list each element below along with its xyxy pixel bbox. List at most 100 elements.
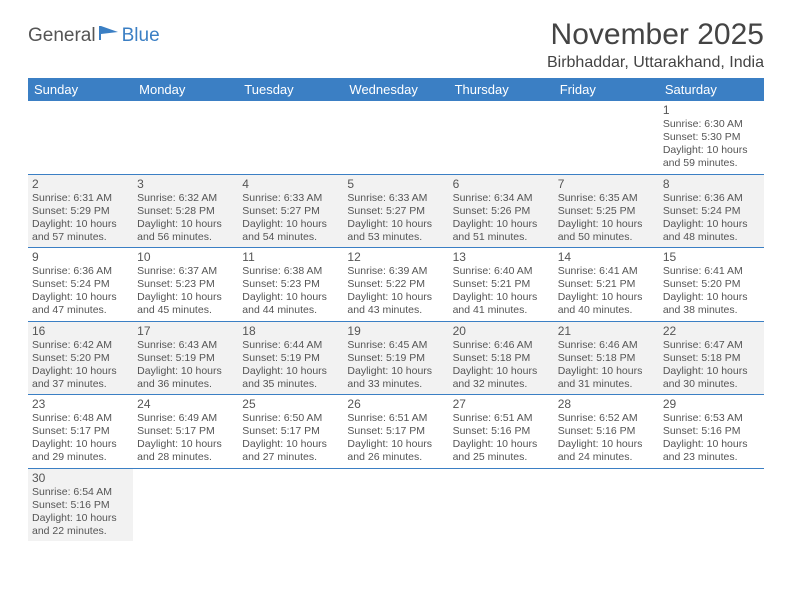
day-info: Sunrise: 6:52 AMSunset: 5:16 PMDaylight:… bbox=[558, 412, 655, 465]
day-number: 20 bbox=[453, 324, 550, 338]
day-number: 21 bbox=[558, 324, 655, 338]
calendar-week: 23Sunrise: 6:48 AMSunset: 5:17 PMDayligh… bbox=[28, 395, 764, 469]
calendar-cell: 8Sunrise: 6:36 AMSunset: 5:24 PMDaylight… bbox=[659, 174, 764, 248]
calendar-cell: 15Sunrise: 6:41 AMSunset: 5:20 PMDayligh… bbox=[659, 248, 764, 322]
weekday-header: Friday bbox=[554, 78, 659, 101]
day-number: 24 bbox=[137, 397, 234, 411]
calendar-cell: 10Sunrise: 6:37 AMSunset: 5:23 PMDayligh… bbox=[133, 248, 238, 322]
calendar-cell: 6Sunrise: 6:34 AMSunset: 5:26 PMDaylight… bbox=[449, 174, 554, 248]
calendar-cell: 20Sunrise: 6:46 AMSunset: 5:18 PMDayligh… bbox=[449, 321, 554, 395]
calendar-cell: 18Sunrise: 6:44 AMSunset: 5:19 PMDayligh… bbox=[238, 321, 343, 395]
calendar-cell: 28Sunrise: 6:52 AMSunset: 5:16 PMDayligh… bbox=[554, 395, 659, 469]
day-number: 26 bbox=[347, 397, 444, 411]
day-info: Sunrise: 6:32 AMSunset: 5:28 PMDaylight:… bbox=[137, 192, 234, 245]
day-info: Sunrise: 6:41 AMSunset: 5:20 PMDaylight:… bbox=[663, 265, 760, 318]
day-number: 23 bbox=[32, 397, 129, 411]
calendar-cell: 4Sunrise: 6:33 AMSunset: 5:27 PMDaylight… bbox=[238, 174, 343, 248]
calendar-cell: 24Sunrise: 6:49 AMSunset: 5:17 PMDayligh… bbox=[133, 395, 238, 469]
month-title: November 2025 bbox=[547, 18, 764, 52]
day-number: 4 bbox=[242, 177, 339, 191]
day-number: 15 bbox=[663, 250, 760, 264]
calendar-cell: 22Sunrise: 6:47 AMSunset: 5:18 PMDayligh… bbox=[659, 321, 764, 395]
weekday-header: Tuesday bbox=[238, 78, 343, 101]
calendar-cell-empty bbox=[554, 101, 659, 174]
day-info: Sunrise: 6:51 AMSunset: 5:17 PMDaylight:… bbox=[347, 412, 444, 465]
logo-text-2: Blue bbox=[122, 25, 160, 47]
day-number: 7 bbox=[558, 177, 655, 191]
calendar-cell: 11Sunrise: 6:38 AMSunset: 5:23 PMDayligh… bbox=[238, 248, 343, 322]
calendar-cell: 16Sunrise: 6:42 AMSunset: 5:20 PMDayligh… bbox=[28, 321, 133, 395]
day-number: 3 bbox=[137, 177, 234, 191]
location: Birbhaddar, Uttarakhand, India bbox=[547, 54, 764, 72]
weekday-header: Sunday bbox=[28, 78, 133, 101]
day-info: Sunrise: 6:33 AMSunset: 5:27 PMDaylight:… bbox=[242, 192, 339, 245]
weekday-header: Monday bbox=[133, 78, 238, 101]
day-number: 19 bbox=[347, 324, 444, 338]
day-info: Sunrise: 6:34 AMSunset: 5:26 PMDaylight:… bbox=[453, 192, 550, 245]
day-number: 9 bbox=[32, 250, 129, 264]
weekday-header: Saturday bbox=[659, 78, 764, 101]
calendar-table: Sunday Monday Tuesday Wednesday Thursday… bbox=[28, 78, 764, 541]
calendar-cell-empty bbox=[343, 468, 448, 541]
calendar-cell-empty bbox=[554, 468, 659, 541]
flag-icon bbox=[98, 24, 120, 47]
calendar-week: 16Sunrise: 6:42 AMSunset: 5:20 PMDayligh… bbox=[28, 321, 764, 395]
day-info: Sunrise: 6:45 AMSunset: 5:19 PMDaylight:… bbox=[347, 339, 444, 392]
calendar-week: 30Sunrise: 6:54 AMSunset: 5:16 PMDayligh… bbox=[28, 468, 764, 541]
calendar-cell-empty bbox=[343, 101, 448, 174]
calendar-cell: 26Sunrise: 6:51 AMSunset: 5:17 PMDayligh… bbox=[343, 395, 448, 469]
calendar-cell: 19Sunrise: 6:45 AMSunset: 5:19 PMDayligh… bbox=[343, 321, 448, 395]
day-number: 27 bbox=[453, 397, 550, 411]
day-info: Sunrise: 6:46 AMSunset: 5:18 PMDaylight:… bbox=[558, 339, 655, 392]
day-info: Sunrise: 6:42 AMSunset: 5:20 PMDaylight:… bbox=[32, 339, 129, 392]
calendar-cell: 5Sunrise: 6:33 AMSunset: 5:27 PMDaylight… bbox=[343, 174, 448, 248]
calendar-week: 2Sunrise: 6:31 AMSunset: 5:29 PMDaylight… bbox=[28, 174, 764, 248]
calendar-cell-empty bbox=[449, 468, 554, 541]
calendar-cell: 7Sunrise: 6:35 AMSunset: 5:25 PMDaylight… bbox=[554, 174, 659, 248]
day-info: Sunrise: 6:30 AMSunset: 5:30 PMDaylight:… bbox=[663, 118, 760, 171]
day-info: Sunrise: 6:36 AMSunset: 5:24 PMDaylight:… bbox=[663, 192, 760, 245]
calendar-cell: 21Sunrise: 6:46 AMSunset: 5:18 PMDayligh… bbox=[554, 321, 659, 395]
day-info: Sunrise: 6:47 AMSunset: 5:18 PMDaylight:… bbox=[663, 339, 760, 392]
day-number: 5 bbox=[347, 177, 444, 191]
day-info: Sunrise: 6:46 AMSunset: 5:18 PMDaylight:… bbox=[453, 339, 550, 392]
day-number: 17 bbox=[137, 324, 234, 338]
day-info: Sunrise: 6:53 AMSunset: 5:16 PMDaylight:… bbox=[663, 412, 760, 465]
calendar-cell: 25Sunrise: 6:50 AMSunset: 5:17 PMDayligh… bbox=[238, 395, 343, 469]
calendar-cell: 17Sunrise: 6:43 AMSunset: 5:19 PMDayligh… bbox=[133, 321, 238, 395]
calendar-cell: 1Sunrise: 6:30 AMSunset: 5:30 PMDaylight… bbox=[659, 101, 764, 174]
day-number: 12 bbox=[347, 250, 444, 264]
day-info: Sunrise: 6:44 AMSunset: 5:19 PMDaylight:… bbox=[242, 339, 339, 392]
calendar-cell: 9Sunrise: 6:36 AMSunset: 5:24 PMDaylight… bbox=[28, 248, 133, 322]
day-number: 18 bbox=[242, 324, 339, 338]
calendar-cell: 27Sunrise: 6:51 AMSunset: 5:16 PMDayligh… bbox=[449, 395, 554, 469]
day-number: 6 bbox=[453, 177, 550, 191]
calendar-cell-empty bbox=[238, 101, 343, 174]
calendar-cell: 2Sunrise: 6:31 AMSunset: 5:29 PMDaylight… bbox=[28, 174, 133, 248]
day-info: Sunrise: 6:54 AMSunset: 5:16 PMDaylight:… bbox=[32, 486, 129, 539]
day-info: Sunrise: 6:40 AMSunset: 5:21 PMDaylight:… bbox=[453, 265, 550, 318]
day-info: Sunrise: 6:31 AMSunset: 5:29 PMDaylight:… bbox=[32, 192, 129, 245]
day-number: 25 bbox=[242, 397, 339, 411]
day-number: 10 bbox=[137, 250, 234, 264]
day-number: 2 bbox=[32, 177, 129, 191]
header: General Blue November 2025 Birbhaddar, U… bbox=[28, 18, 764, 72]
calendar-week: 1Sunrise: 6:30 AMSunset: 5:30 PMDaylight… bbox=[28, 101, 764, 174]
day-number: 14 bbox=[558, 250, 655, 264]
day-info: Sunrise: 6:49 AMSunset: 5:17 PMDaylight:… bbox=[137, 412, 234, 465]
calendar-cell-empty bbox=[659, 468, 764, 541]
calendar-cell-empty bbox=[133, 468, 238, 541]
calendar-cell: 14Sunrise: 6:41 AMSunset: 5:21 PMDayligh… bbox=[554, 248, 659, 322]
day-info: Sunrise: 6:51 AMSunset: 5:16 PMDaylight:… bbox=[453, 412, 550, 465]
logo: General Blue bbox=[28, 24, 160, 47]
calendar-cell: 12Sunrise: 6:39 AMSunset: 5:22 PMDayligh… bbox=[343, 248, 448, 322]
calendar-cell-empty bbox=[449, 101, 554, 174]
calendar-cell-empty bbox=[133, 101, 238, 174]
day-number: 30 bbox=[32, 471, 129, 485]
day-number: 8 bbox=[663, 177, 760, 191]
day-number: 16 bbox=[32, 324, 129, 338]
day-info: Sunrise: 6:38 AMSunset: 5:23 PMDaylight:… bbox=[242, 265, 339, 318]
title-block: November 2025 Birbhaddar, Uttarakhand, I… bbox=[547, 18, 764, 72]
calendar-cell: 29Sunrise: 6:53 AMSunset: 5:16 PMDayligh… bbox=[659, 395, 764, 469]
day-info: Sunrise: 6:48 AMSunset: 5:17 PMDaylight:… bbox=[32, 412, 129, 465]
